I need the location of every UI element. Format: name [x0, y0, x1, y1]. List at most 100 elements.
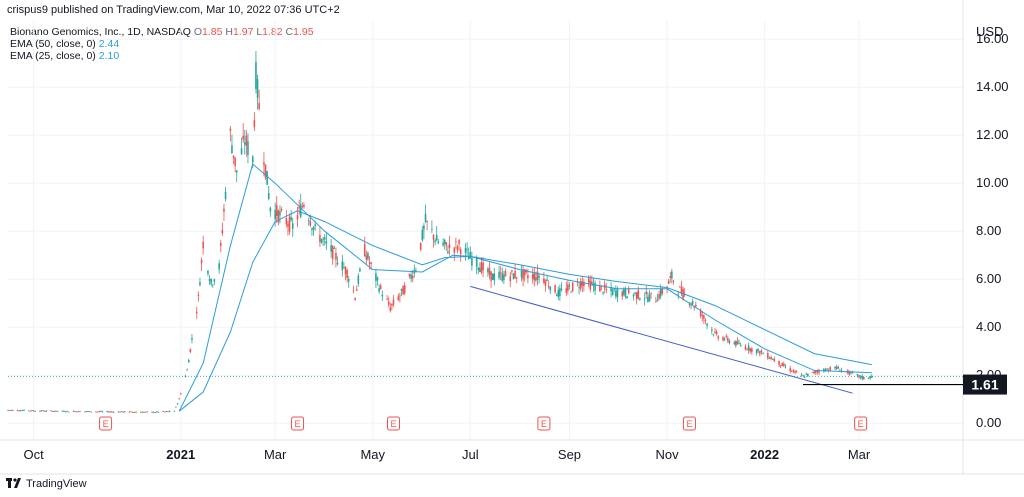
candle-body [280, 209, 283, 211]
y-tick-label: 12.00 [976, 127, 1009, 142]
candle-body [232, 155, 235, 158]
candle-body [791, 370, 793, 372]
candle-body [867, 377, 870, 379]
y-tick-label: 4.00 [976, 319, 1001, 334]
candle-body [568, 285, 571, 287]
candle-body [605, 288, 608, 290]
legend-ema25-row[interactable]: EMA (25, close, 0) 2.10 [10, 50, 314, 62]
axis-labels: 16.0014.0012.0010.008.006.004.002.000.00… [23, 31, 1008, 462]
candle-body [18, 410, 20, 412]
candle-body [320, 239, 323, 243]
candle-body [637, 290, 640, 299]
currency-label[interactable]: USD [976, 24, 1004, 39]
candle-body [647, 296, 649, 302]
footer: TradingView [6, 477, 87, 491]
candle-body [779, 365, 782, 366]
candle-body [571, 282, 574, 291]
candle-body [522, 269, 524, 280]
candle-body [703, 315, 705, 319]
legend-o-label: O [193, 26, 203, 38]
candle-body [163, 411, 166, 413]
price-tag [963, 374, 1007, 395]
candle-body [187, 360, 190, 363]
candle-body [546, 279, 548, 281]
candle-body [861, 376, 864, 379]
candle-body [191, 338, 193, 340]
candle-body [655, 301, 657, 303]
earnings-marker-label: E [391, 419, 397, 429]
candle-body [391, 303, 393, 306]
candle-body [245, 135, 248, 146]
candle-body [29, 410, 32, 412]
candle-body [555, 295, 558, 296]
candle-body [307, 220, 310, 222]
candle-body [722, 337, 724, 341]
candle-body [333, 248, 336, 250]
candle-body [480, 262, 483, 273]
candle-body [837, 366, 840, 369]
candle-body [410, 274, 412, 279]
candle-body [275, 205, 278, 216]
candle-body [88, 411, 91, 413]
candle-body [352, 290, 355, 292]
earnings-marker-label: E [686, 419, 692, 429]
candle-body [67, 411, 70, 413]
candle-body [64, 411, 67, 413]
candle-body [475, 257, 478, 268]
indicator-lines [8, 163, 963, 412]
candle-body [803, 377, 806, 378]
candle-body [725, 335, 728, 337]
candle-body [615, 290, 617, 297]
candle-body [477, 267, 480, 270]
candle-body [538, 276, 540, 278]
candle-body [829, 367, 832, 372]
candle-body [455, 241, 457, 242]
candle-body [258, 103, 260, 110]
tradingview-logo-icon[interactable] [6, 477, 22, 491]
candle-body [106, 411, 108, 412]
candle-body [482, 262, 484, 271]
candle-body [331, 246, 334, 260]
candle-body [851, 372, 854, 374]
y-tick-label: 6.00 [976, 271, 1001, 286]
candle-body [594, 282, 596, 291]
candle-body [570, 291, 572, 293]
candle-body [533, 273, 536, 281]
legend-ema50-row[interactable]: EMA (50, close, 0) 2.44 [10, 38, 314, 50]
candle-body [458, 240, 460, 245]
candle-body [579, 281, 582, 289]
candle-body [109, 411, 112, 413]
candle-body [795, 371, 798, 373]
candle-body [247, 141, 249, 155]
candle-body [599, 285, 601, 292]
candle-body [392, 299, 395, 305]
candle-body [299, 204, 302, 218]
candle-body [8, 410, 11, 411]
y-tick-label: 0.00 [976, 415, 1001, 430]
candle-body [435, 234, 438, 241]
earnings-marker [854, 416, 868, 431]
footer-brand[interactable]: TradingView [26, 478, 87, 490]
candle-body [75, 411, 78, 413]
candle-body [243, 142, 246, 145]
candle-body [411, 275, 414, 279]
candle-body [627, 288, 630, 294]
x-tick-label: Nov [655, 447, 679, 462]
candle-body [135, 411, 137, 413]
legend-symbol[interactable]: Bionano Genomics, Inc., 1D, NASDAQ [10, 26, 191, 38]
candle-body [711, 329, 713, 331]
trend-line [470, 285, 853, 394]
legend-l-label: L [256, 26, 263, 38]
candle-body [11, 409, 14, 411]
candle-body [311, 228, 313, 230]
candle-body [131, 411, 134, 413]
candle-body [677, 293, 680, 295]
candle-body [218, 263, 220, 270]
legend-ema50-value: 2.44 [98, 38, 120, 50]
candle-body [501, 273, 504, 281]
earnings-marker [291, 416, 305, 431]
axes [0, 0, 1024, 475]
candle-body [509, 276, 512, 282]
candle-body [499, 272, 502, 274]
